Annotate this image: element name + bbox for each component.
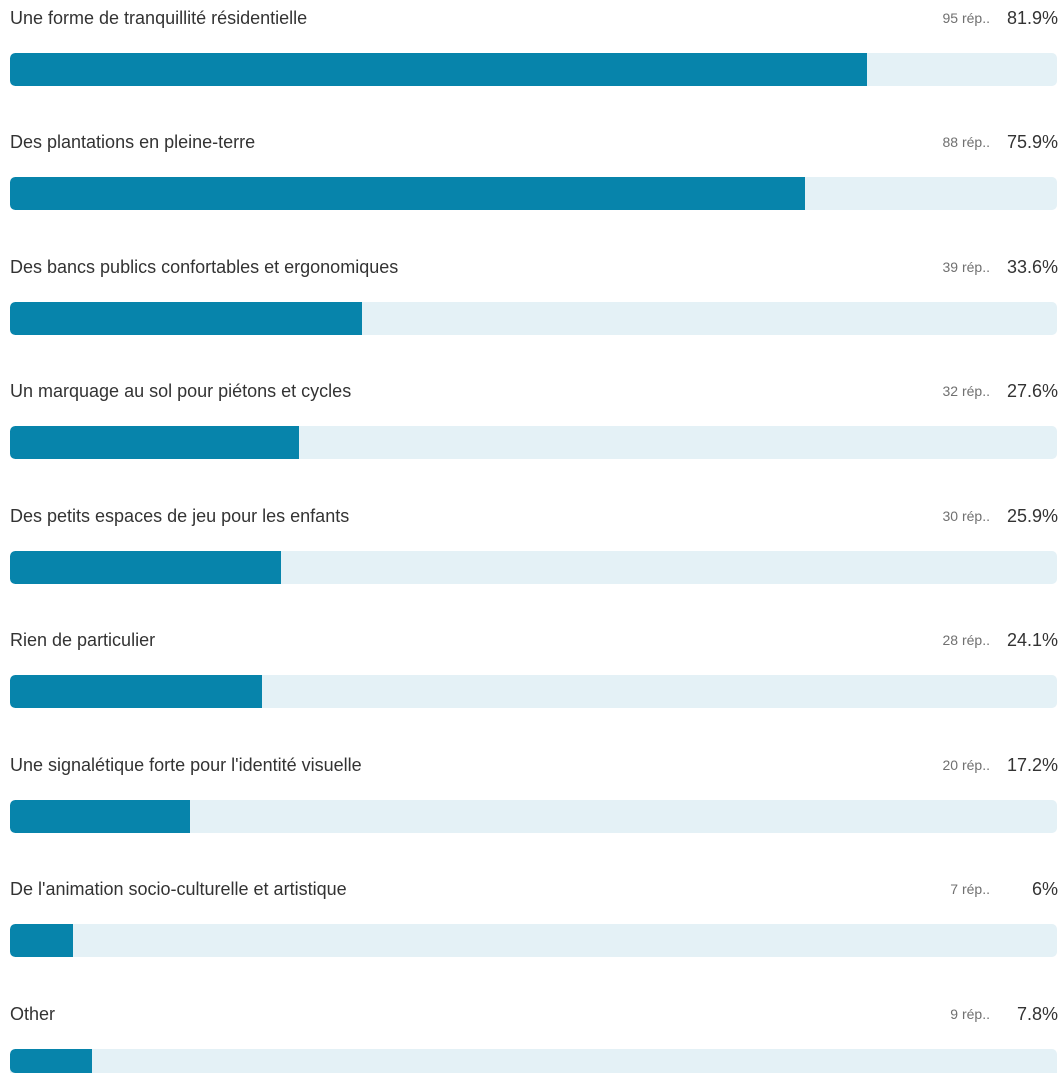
bar-fill [10, 800, 191, 833]
bar-track [10, 675, 1057, 708]
bar-track [10, 551, 1057, 584]
result-row: Other 9 rép.. 7.8% [0, 996, 1062, 1077]
result-row: Des plantations en pleine-terre 88 rép..… [0, 124, 1062, 234]
result-stats: 20 rép.. 17.2% [943, 755, 1058, 776]
bar-track [10, 800, 1057, 833]
percentage-label: 7.8% [1016, 1003, 1058, 1024]
option-label: Rien de particulier [10, 629, 156, 650]
bar-fill [10, 1049, 92, 1073]
bar-track [10, 426, 1057, 459]
result-row: Des bancs publics confortables et ergono… [0, 249, 1062, 359]
percentage-label: 6% [1031, 878, 1058, 899]
result-stats: 30 rép.. 25.9% [943, 506, 1058, 527]
percentage-label: 24.1% [1006, 629, 1058, 650]
bar-track [10, 302, 1057, 335]
bar-fill [10, 177, 805, 210]
result-row: De l'animation socio-culturelle et artis… [0, 871, 1062, 981]
response-count: 28 rép.. [942, 632, 990, 648]
response-count: 20 rép.. [942, 757, 990, 773]
response-count: 9 rép.. [950, 1006, 990, 1022]
result-row-header: Des petits espaces de jeu pour les enfan… [10, 498, 1058, 534]
response-count: 95 rép.. [942, 10, 990, 26]
result-stats: 32 rép.. 27.6% [943, 381, 1058, 402]
percentage-label: 17.2% [1006, 754, 1058, 775]
result-stats: 9 rép.. 7.8% [950, 1004, 1058, 1025]
option-label: Other [10, 1003, 56, 1024]
option-label: De l'animation socio-culturelle et artis… [10, 878, 347, 899]
result-stats: 28 rép.. 24.1% [943, 630, 1058, 651]
percentage-label: 75.9% [1006, 131, 1058, 152]
bar-track [10, 53, 1057, 86]
result-stats: 7 rép.. 6% [950, 879, 1058, 900]
option-label: Une signalétique forte pour l'identité v… [10, 754, 362, 775]
bar-fill [10, 302, 362, 335]
option-label: Un marquage au sol pour piétons et cycle… [10, 380, 352, 401]
result-row-header: Une signalétique forte pour l'identité v… [10, 747, 1058, 783]
result-row: Une forme de tranquillité résidentielle … [0, 0, 1062, 110]
result-row-header: Rien de particulier 28 rép.. 24.1% [10, 622, 1058, 658]
result-row: Un marquage au sol pour piétons et cycle… [0, 373, 1062, 483]
option-label: Des petits espaces de jeu pour les enfan… [10, 505, 350, 526]
response-count: 30 rép.. [942, 508, 990, 524]
option-label: Des plantations en pleine-terre [10, 131, 256, 152]
bar-fill [10, 551, 282, 584]
result-row: Une signalétique forte pour l'identité v… [0, 747, 1062, 857]
bar-fill [10, 426, 299, 459]
response-count: 39 rép.. [942, 259, 990, 275]
result-stats: 39 rép.. 33.6% [943, 257, 1058, 278]
result-row-header: Des plantations en pleine-terre 88 rép..… [10, 124, 1058, 160]
bar-fill [10, 53, 868, 86]
result-row: Rien de particulier 28 rép.. 24.1% [0, 622, 1062, 732]
result-row: Des petits espaces de jeu pour les enfan… [0, 498, 1062, 608]
bar-track [10, 177, 1057, 210]
percentage-label: 25.9% [1006, 505, 1058, 526]
response-count: 88 rép.. [942, 134, 990, 150]
result-stats: 95 rép.. 81.9% [943, 8, 1058, 29]
option-label: Une forme de tranquillité résidentielle [10, 7, 308, 28]
bar-track [10, 1049, 1057, 1073]
option-label: Des bancs publics confortables et ergono… [10, 256, 399, 277]
result-row-header: Other 9 rép.. 7.8% [10, 996, 1058, 1032]
bar-fill [10, 675, 263, 708]
bar-fill [10, 924, 73, 957]
result-row-header: Une forme de tranquillité résidentielle … [10, 0, 1058, 36]
percentage-label: 33.6% [1006, 256, 1058, 277]
result-row-header: Des bancs publics confortables et ergono… [10, 249, 1058, 285]
bar-track [10, 924, 1057, 957]
response-count: 7 rép.. [950, 881, 990, 897]
percentage-label: 27.6% [1006, 380, 1058, 401]
result-row-header: Un marquage au sol pour piétons et cycle… [10, 373, 1058, 409]
result-row-header: De l'animation socio-culturelle et artis… [10, 871, 1058, 907]
percentage-label: 81.9% [1006, 7, 1058, 28]
response-count: 32 rép.. [942, 383, 990, 399]
result-stats: 88 rép.. 75.9% [943, 132, 1058, 153]
